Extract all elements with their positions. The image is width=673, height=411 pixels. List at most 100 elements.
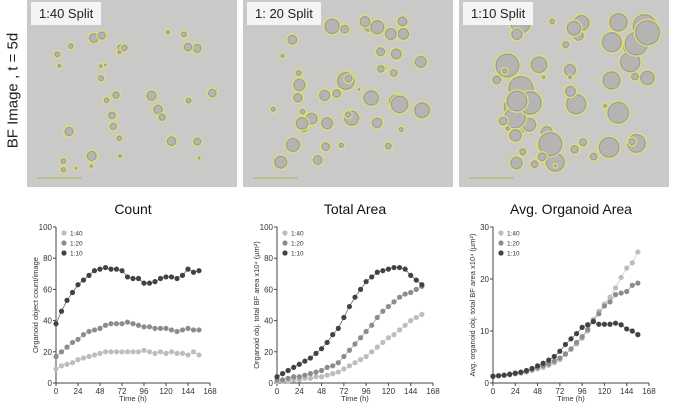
data-point (324, 364, 330, 370)
organoid (291, 77, 307, 93)
data-point (624, 288, 630, 295)
data-point (402, 291, 408, 297)
data-point (307, 375, 314, 381)
data-point (97, 325, 103, 331)
organoid-edge (332, 89, 341, 98)
data-point (313, 374, 319, 380)
organoid-edge (603, 104, 607, 108)
data-point (607, 321, 613, 327)
organoid-edge (565, 86, 576, 97)
organoid-edge (98, 31, 106, 40)
organoid-edge (398, 28, 409, 40)
organoid-edge (158, 113, 166, 121)
data-point (53, 321, 59, 327)
data-point (363, 328, 369, 335)
organoid (298, 107, 307, 116)
data-point (612, 285, 619, 291)
x-tick-label: 96 (578, 387, 587, 396)
organoid (507, 127, 524, 143)
organoid-edge (98, 75, 104, 81)
x-tick-label: 168 (426, 387, 440, 396)
legend-marker (282, 240, 288, 246)
data-point (102, 264, 109, 271)
organoid (607, 11, 629, 33)
data-point (75, 282, 81, 288)
data-point (196, 327, 202, 333)
organoid-edge (300, 109, 305, 114)
organoid-edge (538, 132, 562, 156)
organoid-edge (271, 107, 276, 112)
organoid (59, 165, 68, 174)
organoid-edge (609, 13, 628, 32)
organoid (269, 105, 278, 114)
organoid-edge (599, 137, 620, 158)
organoid-edge (321, 142, 330, 151)
data-point (58, 308, 65, 314)
data-point (352, 360, 358, 366)
data-point (130, 275, 136, 282)
data-point (385, 335, 392, 341)
data-point (64, 297, 70, 303)
data-point (296, 361, 302, 367)
organoid-edge (167, 136, 177, 146)
data-point (369, 274, 375, 280)
data-point (357, 286, 364, 292)
data-point (113, 321, 120, 327)
x-tick-label: 0 (275, 387, 280, 396)
data-point (302, 372, 308, 378)
data-point (546, 357, 552, 363)
organoid (537, 130, 564, 158)
data-point (152, 325, 158, 331)
organoid-edge (391, 49, 402, 59)
organoid (56, 62, 63, 70)
data-point (612, 320, 619, 326)
data-point (380, 339, 386, 346)
legend-label: 1:10 (507, 251, 520, 258)
organoid-edge (390, 69, 398, 77)
organoid-edge (64, 127, 74, 136)
organoid (413, 54, 429, 70)
legend-marker (61, 240, 67, 246)
organoid-image (469, 11, 662, 179)
legend-label: 1:10 (291, 251, 304, 258)
data-point (318, 374, 325, 380)
data-point (196, 352, 202, 358)
data-point (157, 325, 164, 331)
data-point (419, 311, 425, 317)
data-point (618, 274, 624, 281)
data-point (341, 353, 347, 360)
organoid (638, 69, 657, 87)
x-tick-label: 0 (54, 387, 59, 396)
legend-marker (498, 250, 504, 256)
data-point (80, 332, 87, 338)
y-tick-label: 40 (43, 317, 52, 326)
data-point (330, 371, 336, 377)
organoid-edge (359, 16, 371, 27)
data-point (75, 357, 81, 363)
organoid-edge (363, 90, 379, 106)
data-point (534, 363, 541, 369)
x-tick-label: 120 (159, 387, 173, 396)
data-point (391, 264, 397, 271)
data-point (53, 366, 59, 372)
data-point (141, 280, 147, 286)
data-point (185, 352, 191, 358)
data-point (573, 331, 580, 337)
organoid-edge (370, 20, 384, 34)
organoid (362, 88, 381, 108)
data-point (529, 365, 535, 372)
data-point (69, 360, 76, 366)
data-point (135, 349, 142, 355)
data-point (341, 314, 347, 321)
organoid (374, 45, 387, 58)
data-point (330, 363, 336, 369)
organoid-edge (75, 167, 77, 169)
organoid (500, 66, 509, 75)
x-tick-label: 144 (404, 387, 418, 396)
organoid-edge (293, 79, 306, 91)
y-tick-label: 20 (43, 348, 52, 357)
organoid-edge (324, 19, 340, 34)
organoid-edge (519, 148, 526, 155)
organoid-edge (68, 43, 74, 49)
data-point (352, 294, 358, 300)
